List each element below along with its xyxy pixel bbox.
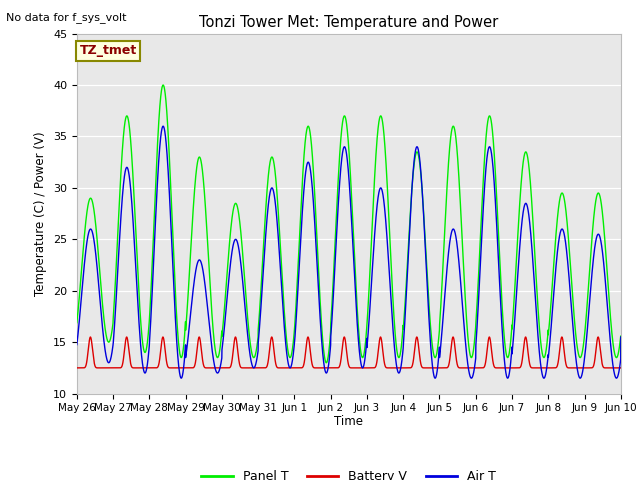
Text: TZ_tmet: TZ_tmet <box>79 44 137 58</box>
X-axis label: Time: Time <box>334 415 364 428</box>
Title: Tonzi Tower Met: Temperature and Power: Tonzi Tower Met: Temperature and Power <box>199 15 499 30</box>
Y-axis label: Temperature (C) / Power (V): Temperature (C) / Power (V) <box>35 132 47 296</box>
Text: No data for f_sys_volt: No data for f_sys_volt <box>6 12 127 23</box>
Legend: Panel T, Battery V, Air T: Panel T, Battery V, Air T <box>196 465 501 480</box>
